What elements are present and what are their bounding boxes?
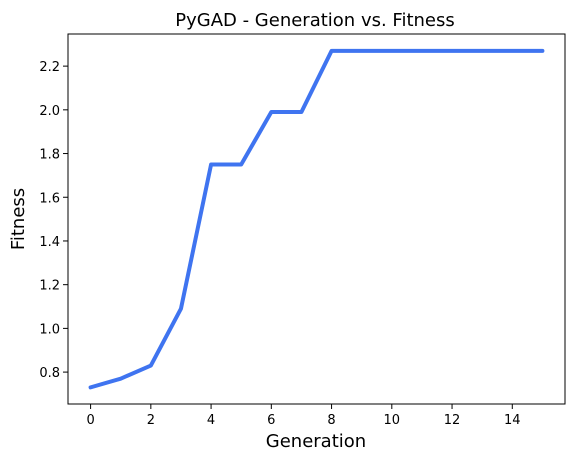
y-tick-label: 2.2 — [39, 60, 60, 75]
y-tick-label: 1.6 — [39, 191, 60, 206]
x-tick-label: 14 — [504, 413, 521, 428]
fitness-line — [88, 48, 545, 390]
y-tick-label: 1.0 — [39, 322, 60, 337]
y-tick-label: 1.8 — [39, 148, 60, 163]
y-axis-ticks: 0.8 1.0 1.2 1.4 1.6 1.8 2.0 2.2 — [39, 60, 68, 381]
x-tick-label: 4 — [207, 413, 215, 428]
chart-title: PyGAD - Generation vs. Fitness — [175, 10, 455, 31]
y-tick-label: 1.4 — [39, 235, 60, 250]
series-layer — [88, 48, 545, 390]
x-axis-label: Generation — [266, 431, 366, 452]
x-tick-label: 2 — [147, 413, 155, 428]
y-tick-label: 1.2 — [39, 279, 60, 294]
y-tick-label: 0.8 — [39, 366, 60, 381]
y-tick-label: 2.0 — [39, 104, 60, 119]
x-tick-label: 6 — [267, 413, 275, 428]
x-tick-label: 0 — [86, 413, 94, 428]
plot-frame — [67, 33, 566, 405]
x-tick-label: 12 — [444, 413, 461, 428]
x-tick-label: 8 — [327, 413, 335, 428]
x-axis-ticks: 0 2 4 6 8 10 12 14 — [86, 404, 521, 428]
x-tick-label: 10 — [384, 413, 401, 428]
y-axis-label: Fitness — [8, 188, 29, 250]
